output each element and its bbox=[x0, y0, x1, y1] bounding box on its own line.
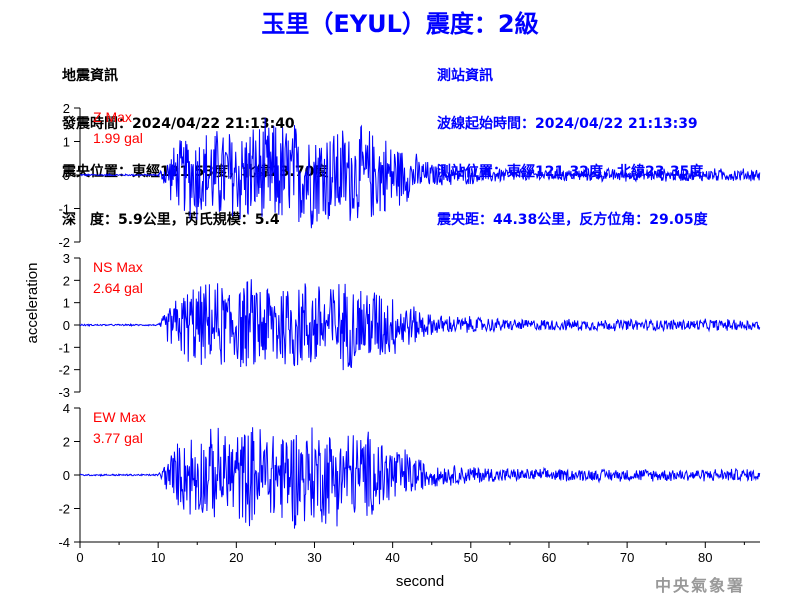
y-tick-label: -2 bbox=[58, 235, 70, 250]
x-tick-label: 20 bbox=[229, 550, 243, 565]
max-label-z: Z Max bbox=[93, 109, 132, 125]
x-axis-label: second bbox=[396, 573, 444, 590]
y-tick-label: -4 bbox=[58, 535, 70, 550]
event-info: 地震資訊 發震時間：2024/04/22 21:13:40 震央位置：東經121… bbox=[62, 36, 328, 244]
y-tick-label: 1 bbox=[63, 296, 70, 311]
y-tick-label: 2 bbox=[63, 101, 70, 116]
x-tick-label: 50 bbox=[464, 550, 478, 565]
trace-ns bbox=[79, 279, 761, 371]
y-tick-label: -2 bbox=[58, 502, 70, 517]
y-tick-label: -3 bbox=[58, 385, 70, 400]
y-tick-label: 2 bbox=[63, 273, 70, 288]
trace-z bbox=[79, 117, 761, 229]
y-tick-label: 2 bbox=[63, 435, 70, 450]
y-tick-label: 4 bbox=[63, 401, 70, 416]
max-value-z: 1.99 gal bbox=[93, 130, 143, 146]
x-tick-label: 30 bbox=[307, 550, 321, 565]
chart-title: 玉里（EYUL）震度：2級 bbox=[261, 10, 539, 38]
trace-ew bbox=[80, 427, 761, 529]
max-label-ns: NS Max bbox=[93, 259, 143, 275]
x-tick-label: 40 bbox=[385, 550, 399, 565]
y-tick-label: 0 bbox=[63, 468, 70, 483]
max-label-ew: EW Max bbox=[93, 409, 146, 425]
max-value-ew: 3.77 gal bbox=[93, 430, 143, 446]
y-tick-label: 0 bbox=[63, 318, 70, 333]
y-tick-label: 0 bbox=[63, 168, 70, 183]
distance-azimuth: 震央距：44.38公里，反方位角：29.05度 bbox=[437, 212, 708, 228]
x-tick-label: 10 bbox=[151, 550, 165, 565]
y-tick-label: -1 bbox=[58, 202, 70, 217]
x-tick-label: 80 bbox=[698, 550, 712, 565]
x-tick-label: 70 bbox=[620, 550, 634, 565]
x-tick-label: 60 bbox=[542, 550, 556, 565]
origin-time: 發震時間：2024/04/22 21:13:40 bbox=[62, 116, 295, 132]
wave-start-time: 波線起始時間：2024/04/22 21:13:39 bbox=[437, 116, 698, 132]
y-tick-label: -2 bbox=[58, 363, 70, 378]
y-tick-label: 3 bbox=[63, 251, 70, 266]
x-tick-label: 0 bbox=[76, 550, 83, 565]
agency-watermark: 中央氣象署 bbox=[655, 576, 746, 595]
event-info-heading: 地震資訊 bbox=[62, 68, 118, 84]
y-axis-label: acceleration bbox=[24, 263, 41, 344]
y-tick-label: 1 bbox=[63, 135, 70, 150]
station-info: 測站資訊 波線起始時間：2024/04/22 21:13:39 測站位置：東經1… bbox=[437, 36, 708, 244]
y-tick-label: -1 bbox=[58, 340, 70, 355]
max-value-ns: 2.64 gal bbox=[93, 280, 143, 296]
station-info-heading: 測站資訊 bbox=[437, 68, 493, 84]
